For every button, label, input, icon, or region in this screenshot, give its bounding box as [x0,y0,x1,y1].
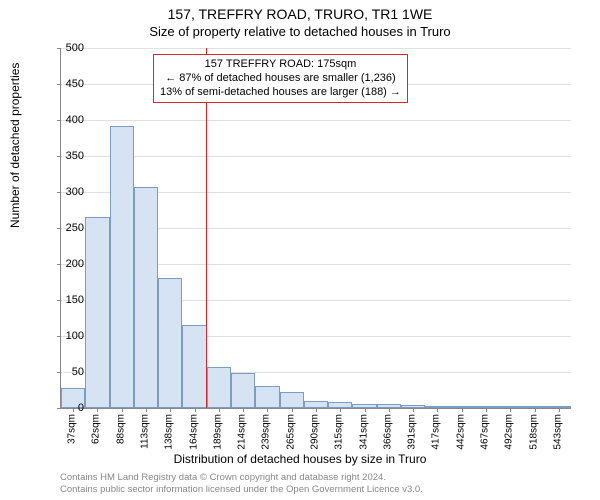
footnote-2: Contains public sector information licen… [60,484,423,495]
histogram-bar [134,187,158,408]
xtick-mark [267,408,268,412]
xtick-label: 290sqm [310,414,321,450]
xtick-mark [243,408,244,412]
histogram-bar [207,367,231,408]
xtick-label: 214sqm [237,414,248,450]
histogram-bar [85,217,109,408]
xtick-mark [389,408,390,412]
chart-title-line1: 157, TREFFRY ROAD, TRURO, TR1 1WE [0,6,600,22]
xtick-label: 265sqm [285,414,296,450]
xtick-label: 189sqm [212,414,223,450]
xtick-mark [486,408,487,412]
xtick-mark [195,408,196,412]
ytick-label: 500 [44,42,84,54]
annotation-line1: 157 TREFFRY ROAD: 175sqm [160,58,401,72]
xtick-mark [413,408,414,412]
annotation-box: 157 TREFFRY ROAD: 175sqm← 87% of detache… [153,54,408,103]
xtick-label: 467sqm [480,414,491,450]
ytick-label: 200 [44,258,84,270]
xtick-label: 492sqm [504,414,515,450]
xtick-mark [559,408,560,412]
histogram-bar [255,386,279,408]
xtick-mark [462,408,463,412]
xtick-label: 417sqm [431,414,442,450]
xtick-label: 442sqm [455,414,466,450]
ytick-label: 150 [44,294,84,306]
xtick-label: 164sqm [188,414,199,450]
chart-title-line2: Size of property relative to detached ho… [0,24,600,39]
xtick-label: 518sqm [528,414,539,450]
ytick-label: 400 [44,114,84,126]
xtick-label: 239sqm [261,414,272,450]
ytick-label: 450 [44,78,84,90]
histogram-bar [231,373,255,408]
xtick-mark [219,408,220,412]
xtick-label: 62sqm [91,414,102,444]
xtick-mark [97,408,98,412]
xtick-label: 391sqm [407,414,418,450]
gridline [61,120,571,121]
gridline [61,48,571,49]
ytick-label: 50 [44,366,84,378]
y-axis-label: Number of detached properties [8,63,22,228]
ytick-label: 100 [44,330,84,342]
chart-container: { "chart": { "type": "histogram", "title… [0,0,600,500]
xtick-mark [437,408,438,412]
xtick-label: 315sqm [334,414,345,450]
xtick-label: 113sqm [140,414,151,449]
footnote-1: Contains HM Land Registry data © Crown c… [60,472,386,483]
histogram-bar [304,401,328,408]
xtick-label: 543sqm [552,414,563,450]
xtick-mark [316,408,317,412]
xtick-mark [170,408,171,412]
ytick-label: 0 [44,402,84,414]
annotation-line3: 13% of semi-detached houses are larger (… [160,86,401,100]
histogram-bar [182,325,206,408]
xtick-mark [340,408,341,412]
histogram-bar [158,278,182,408]
histogram-bar [280,392,304,408]
xtick-label: 341sqm [358,414,369,450]
ytick-label: 350 [44,150,84,162]
xtick-mark [510,408,511,412]
xtick-mark [365,408,366,412]
xtick-mark [535,408,536,412]
ytick-label: 300 [44,186,84,198]
xtick-label: 366sqm [382,414,393,450]
xtick-label: 37sqm [67,414,78,444]
plot-area: 157 TREFFRY ROAD: 175sqm← 87% of detache… [60,48,571,409]
ytick-label: 250 [44,222,84,234]
xtick-label: 138sqm [164,414,175,450]
xtick-mark [122,408,123,412]
histogram-bar [110,126,134,408]
xtick-label: 88sqm [115,414,126,444]
gridline [61,156,571,157]
xtick-mark [146,408,147,412]
x-axis-label: Distribution of detached houses by size … [0,452,600,466]
xtick-mark [292,408,293,412]
annotation-line2: ← 87% of detached houses are smaller (1,… [160,72,401,86]
